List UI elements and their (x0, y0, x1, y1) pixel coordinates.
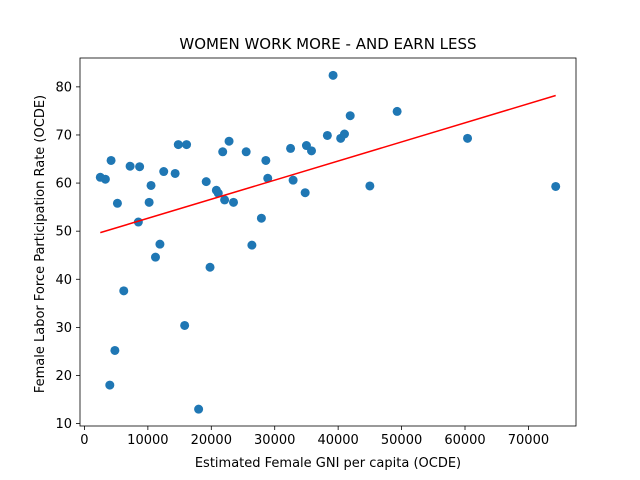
scatter-point (307, 146, 317, 156)
scatter-point (100, 174, 110, 184)
x-tick-label: 30000 (254, 433, 295, 448)
scatter-point (220, 195, 230, 205)
scatter-point (170, 168, 180, 178)
scatter-point (288, 175, 298, 185)
x-tick-label: 60000 (444, 433, 485, 448)
scatter-point (105, 380, 115, 390)
scatter-point (256, 213, 266, 223)
plot-area (79, 57, 577, 427)
x-axis: 0 10000 20000 30000 40000 50000 60000 70000 (80, 426, 549, 448)
scatter-point (551, 181, 561, 191)
scatter-point (182, 140, 192, 150)
y-tick-label: 30 (55, 321, 72, 336)
scatter-point (392, 106, 402, 116)
scatter-point (119, 286, 129, 296)
scatter-point (213, 188, 223, 198)
x-tick-label: 40000 (317, 433, 358, 448)
scatter-point (173, 140, 183, 150)
scatter-point (146, 180, 156, 190)
scatter-point (180, 320, 190, 330)
scatter-point (155, 239, 165, 249)
scatter-point (228, 197, 238, 207)
chart-title: WOMEN WORK MORE - AND EARN LESS (179, 35, 476, 53)
y-tick-label: 80 (55, 80, 72, 95)
y-axis-label: Female Labor Force Participation Rate (O… (33, 95, 48, 393)
y-tick-label: 50 (55, 225, 72, 240)
x-tick-label: 0 (80, 433, 88, 448)
x-tick-label: 50000 (381, 433, 422, 448)
scatter-point (463, 133, 473, 143)
x-tick-label: 20000 (191, 433, 232, 448)
x-tick-label: 10000 (127, 433, 168, 448)
scatter-point (365, 181, 375, 191)
y-tick-label: 10 (55, 417, 72, 432)
y-tick-label: 20 (55, 369, 72, 384)
scatter-point (112, 198, 122, 208)
y-tick-label: 70 (55, 128, 72, 143)
scatter-point (241, 147, 251, 157)
trend-line (100, 94, 556, 234)
x-axis-label: Estimated Female GNI per capita (OCDE) (195, 456, 461, 471)
scatter-point (150, 252, 160, 262)
scatter-point (218, 147, 228, 157)
scatter-point (286, 143, 296, 153)
scatter-point (263, 173, 273, 183)
scatter-point (159, 167, 169, 177)
scatter-point (339, 129, 349, 139)
scatter-point (106, 155, 116, 165)
scatter-point (205, 262, 215, 272)
scatter-point (144, 197, 154, 207)
y-tick-label: 60 (55, 177, 72, 192)
scatter-point (322, 130, 332, 140)
scatter-point (135, 162, 145, 172)
scatter-point (345, 111, 355, 121)
scatter-point (194, 404, 204, 414)
y-tick-label: 40 (55, 273, 72, 288)
scatter-point (300, 188, 310, 198)
y-axis: 10 20 30 40 50 60 70 80 (55, 80, 80, 432)
scatter-point (328, 70, 338, 80)
plot-frame (79, 57, 577, 427)
scatter-point (247, 240, 257, 250)
scatter-point (201, 177, 211, 187)
scatter-point (125, 161, 135, 171)
scatter-point (110, 345, 120, 355)
scatter-point (224, 136, 234, 146)
scatter-point (261, 155, 271, 165)
x-tick-label: 70000 (508, 433, 549, 448)
